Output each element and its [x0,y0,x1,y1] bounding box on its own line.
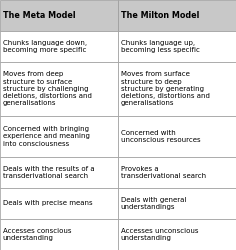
Text: Chunks language down,
becoming more specific: Chunks language down, becoming more spec… [3,40,87,53]
Bar [0,219,118,250]
Text: Accesses conscious
understanding: Accesses conscious understanding [3,228,71,241]
Bar [118,188,236,219]
Bar [0,31,118,62]
Bar [0,116,118,157]
Bar [0,157,118,188]
Text: Moves from surface
structure to deep
structure by generating
deletions, distorti: Moves from surface structure to deep str… [121,72,210,106]
Bar [118,31,236,62]
Bar [0,0,118,31]
Text: Accesses unconscious
understanding: Accesses unconscious understanding [121,228,198,241]
Bar [118,157,236,188]
Text: Chunks language up,
becoming less specific: Chunks language up, becoming less specif… [121,40,200,53]
Text: Provokes a
transderivational search: Provokes a transderivational search [121,166,206,179]
Text: Deals with precise means: Deals with precise means [3,200,93,206]
Text: Deals with the results of a
transderivational search: Deals with the results of a transderivat… [3,166,94,179]
Text: Deals with general
understandings: Deals with general understandings [121,197,186,210]
Bar [118,116,236,157]
Bar [118,62,236,116]
Bar [0,62,118,116]
Text: The Milton Model: The Milton Model [121,11,199,20]
Bar [118,0,236,31]
Text: Concerned with bringing
experience and meaning
into consciousness: Concerned with bringing experience and m… [3,126,90,147]
Text: The Meta Model: The Meta Model [3,11,76,20]
Bar [118,219,236,250]
Bar [0,188,118,219]
Text: Moves from deep
structure to surface
structure by challenging
deletions, distort: Moves from deep structure to surface str… [3,72,92,106]
Text: Concerned with
unconscious resources: Concerned with unconscious resources [121,130,200,143]
